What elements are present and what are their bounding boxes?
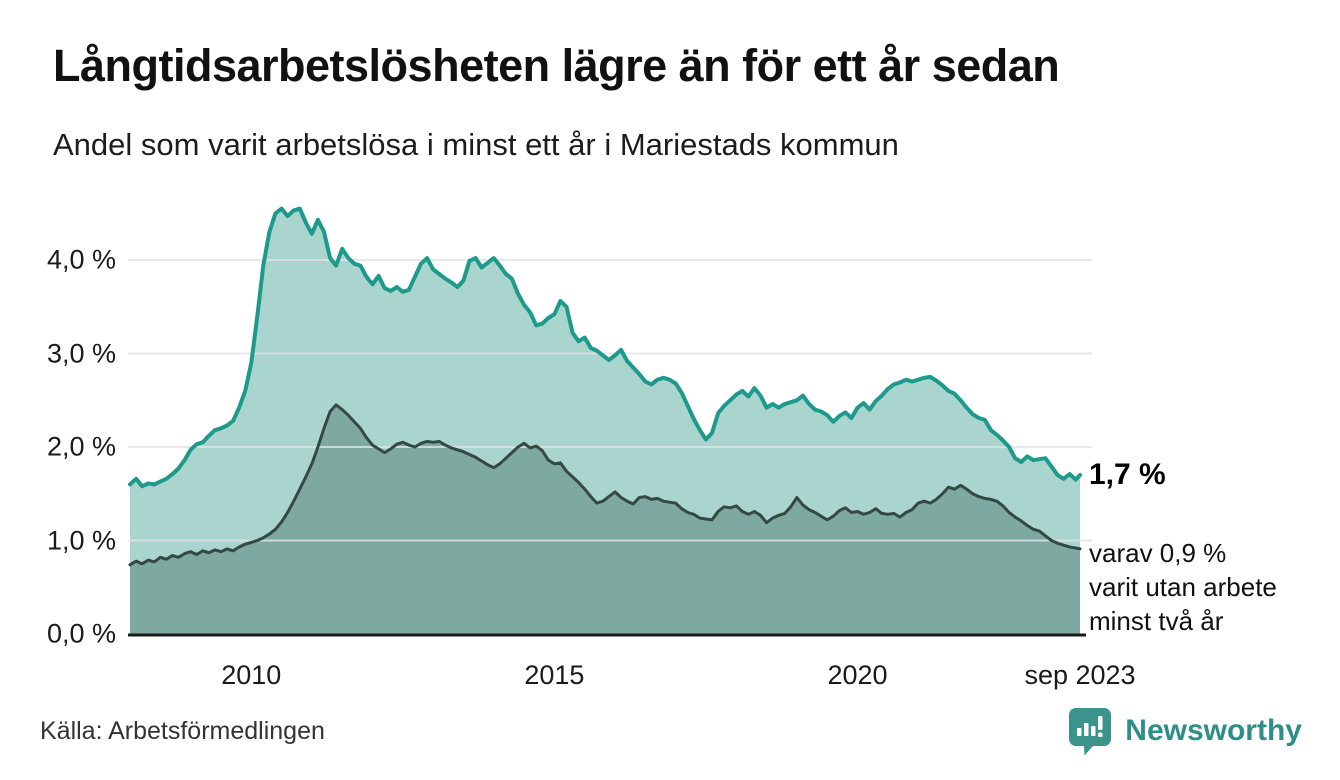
- series-area-1: [130, 404, 1080, 634]
- newsworthy-wordmark: Newsworthy: [1125, 714, 1302, 747]
- y-tick-label-4: 4,0 %: [46, 244, 116, 275]
- end-value-label: 1,7 %: [1089, 458, 1166, 492]
- series-line-0: [128, 206, 1082, 489]
- source-credit: Källa: Arbetsförmedlingen: [40, 717, 325, 745]
- x-tick-label-2010: 2010: [221, 660, 282, 690]
- x-tick-label-sep-2023: sep 2023: [1024, 660, 1136, 690]
- end-note-line-2: varit utan arbete: [1089, 572, 1277, 602]
- y-tick-label-2: 2,0 %: [46, 431, 116, 462]
- series-line-1: [128, 403, 1082, 567]
- y-tick-label-1: 1,0 %: [46, 525, 116, 555]
- page-title: Långtidsarbetslösheten lägre än för ett …: [53, 40, 1060, 91]
- x-tick-label-2015: 2015: [524, 660, 585, 690]
- newsworthy-logo: Newsworthy: [1067, 706, 1302, 756]
- newsworthy-chart-bubble-icon: [1067, 706, 1113, 756]
- x-tick-label-2020: 2020: [827, 660, 888, 690]
- y-tick-label-3: 3,0 %: [46, 338, 116, 368]
- end-note-line-3: minst två år: [1089, 606, 1224, 636]
- end-note-line-1: varav 0,9 %: [1089, 538, 1227, 568]
- chart-subtitle: Andel som varit arbetslösa i minst ett å…: [53, 127, 899, 162]
- y-tick-label-0: 0,0 %: [46, 618, 116, 649]
- end-note-annotation: varav 0,9 % varit utan arbete minst två …: [1089, 536, 1277, 638]
